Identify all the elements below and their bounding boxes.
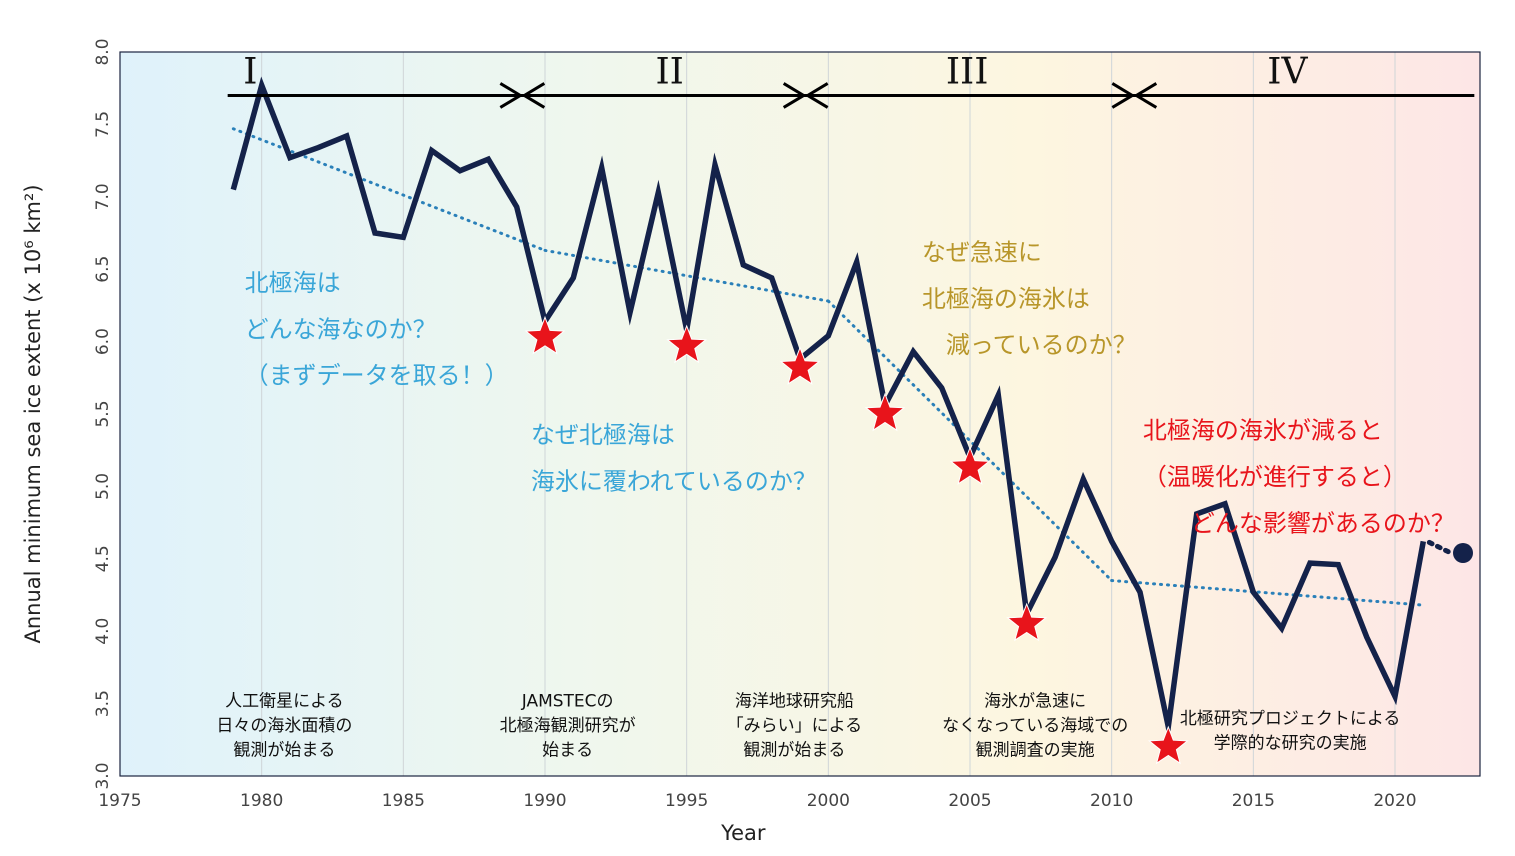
- star-markers: [524, 315, 1189, 765]
- x-tick-label: 1975: [98, 791, 141, 811]
- question-line: （温暖化が進行すると）: [1143, 463, 1407, 491]
- trend-segment: [543, 248, 830, 303]
- note-line: 観測調査の実施: [976, 741, 1095, 761]
- milestone-notes: 人工衛星による日々の海氷面積の観測が始まるJAMSTECの北極海観測研究が始まる…: [216, 691, 1400, 760]
- question-line: どんな影響があるのか？: [1143, 509, 1455, 537]
- y-tick-label: 8.0: [93, 38, 113, 65]
- y-tick-label: 3.0: [93, 762, 113, 789]
- note-line: 北極研究プロジェクトによる: [1180, 709, 1401, 729]
- plot-background: [120, 52, 1480, 776]
- y-axis-title: Annual minimum sea ice extent (x 10⁶ km²…: [21, 184, 45, 643]
- note-line: 「みらい」による: [727, 716, 863, 736]
- note-line: 北極海観測研究が: [500, 716, 636, 736]
- x-tick-label: 2005: [948, 791, 991, 811]
- y-tick-label: 4.5: [93, 545, 113, 572]
- question-line: 海氷に覆われているのか？: [531, 467, 817, 495]
- note-line: 海氷が急速に: [984, 691, 1086, 711]
- note-line: 学際的な研究の実施: [1214, 733, 1367, 753]
- star-marker: [1147, 725, 1189, 765]
- y-tick-labels: 3.0 3.5 4.0 4.5 5.0 5.5 6.0 6.5 7.0 7.5 8.0: [93, 38, 113, 789]
- question-line: 減っているのか？: [922, 331, 1137, 359]
- question-line: 北極海の海氷が減ると: [1143, 417, 1383, 445]
- x-tick-label: 1995: [665, 791, 708, 811]
- series-polyline: [230, 76, 1427, 744]
- x-tick-label: 1980: [240, 791, 283, 811]
- note-line: 始まる: [542, 741, 593, 761]
- x-tick-labels: 1975 1980 1985 1990 1995 2000 2005 2010 2015 2020: [98, 791, 1416, 811]
- star-marker: [864, 392, 906, 432]
- note-line: 観測が始まる: [233, 741, 335, 761]
- period-arrowhead: [782, 82, 807, 109]
- period-label: IV: [1267, 51, 1308, 92]
- star-marker: [949, 446, 991, 485]
- star-marker: [779, 346, 821, 385]
- x-tick-label: 2020: [1373, 791, 1416, 811]
- y-tick-label: 4.0: [93, 618, 113, 645]
- x-axis-title: Year: [720, 821, 766, 845]
- question-line: なぜ北極海は: [531, 421, 675, 449]
- period-label: I: [243, 51, 257, 92]
- y-tick-label: 6.5: [93, 256, 113, 283]
- note-line: 日々の海氷面積の: [216, 716, 352, 736]
- star-marker: [666, 324, 708, 364]
- period-arrowhead: [499, 82, 524, 109]
- question-line: どんな海なのか？: [245, 315, 437, 343]
- y-tick-label: 5.5: [93, 400, 113, 427]
- grid-lines: [261, 52, 1396, 776]
- x-tick-label: 1990: [523, 791, 566, 811]
- forecast-dots: [1426, 539, 1454, 556]
- trend-segment: [1110, 579, 1425, 607]
- plot-frame: [119, 51, 1481, 777]
- question-line: 北極海の海氷は: [922, 285, 1090, 313]
- period-arrowhead: [804, 82, 829, 109]
- period-arrowhead: [521, 82, 546, 109]
- note-line: JAMSTECの: [521, 691, 614, 711]
- y-tick-label: 7.0: [93, 183, 113, 210]
- period-arrowhead: [1133, 82, 1158, 109]
- star-marker: [1006, 602, 1048, 642]
- note-line: 人工衛星による: [225, 691, 344, 711]
- question-line: 北極海は: [245, 269, 341, 297]
- note-line: なくなっている海域での: [942, 716, 1128, 736]
- y-tick-label: 3.5: [93, 690, 113, 717]
- forecast-point: [1453, 543, 1473, 564]
- y-tick-label: 7.5: [93, 111, 113, 138]
- question-line: なぜ急速に: [922, 239, 1042, 267]
- note-line: 観測が始まる: [743, 741, 845, 761]
- series-line: [230, 76, 1473, 744]
- period-arrows: I II III IV: [227, 51, 1475, 109]
- x-tick-label: 2010: [1090, 791, 1133, 811]
- y-tick-label: 5.0: [93, 473, 113, 500]
- note-line: 海洋地球研究船: [735, 691, 854, 711]
- period-arrowhead: [1111, 82, 1136, 109]
- star-marker: [524, 315, 566, 355]
- period-label: III: [946, 51, 989, 92]
- question-line: （まずデータを取る！）: [245, 362, 509, 390]
- x-tick-label: 2015: [1232, 791, 1275, 811]
- x-tick-label: 1985: [382, 791, 425, 811]
- x-tick-label: 2000: [807, 791, 850, 811]
- y-tick-label: 6.0: [93, 328, 113, 355]
- period-label: II: [655, 51, 683, 92]
